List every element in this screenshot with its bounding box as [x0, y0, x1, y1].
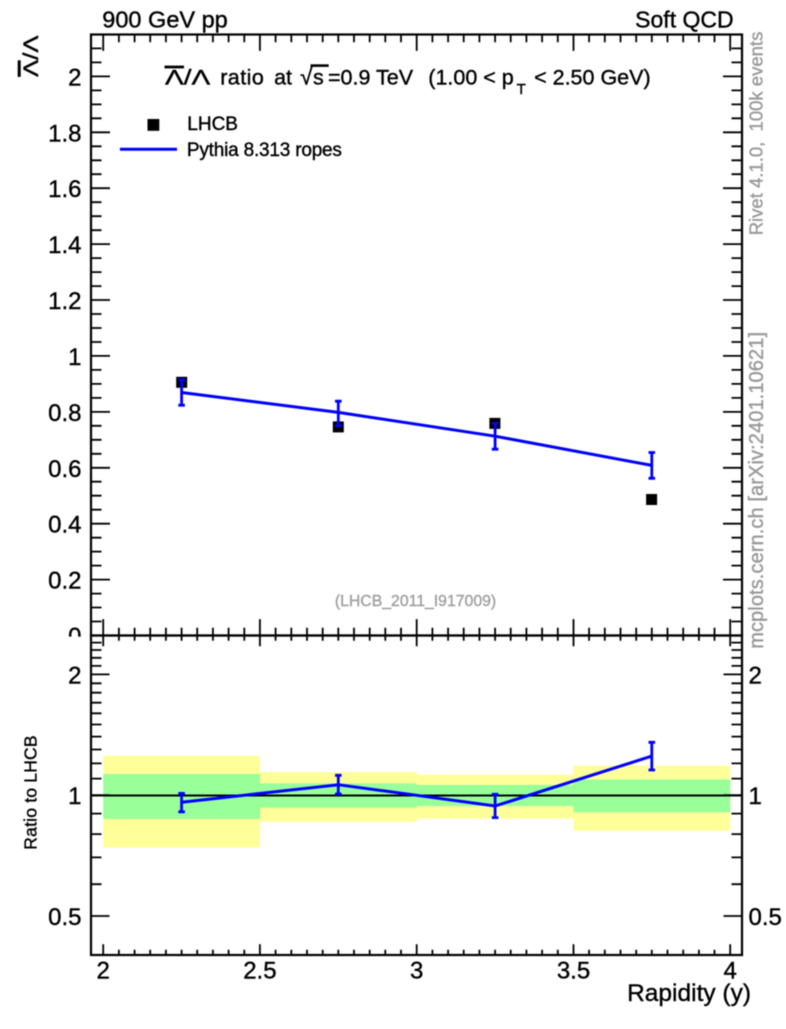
- svg-text:Soft QCD: Soft QCD: [635, 7, 733, 33]
- svg-text:0.4: 0.4: [48, 512, 81, 539]
- svg-text:Pythia 8.313 ropes: Pythia 8.313 ropes: [187, 140, 342, 161]
- svg-text:0.6: 0.6: [48, 456, 81, 483]
- svg-text:Rapidity (y): Rapidity (y): [627, 980, 751, 1007]
- svg-text:√: √: [300, 64, 313, 90]
- svg-text:0.8: 0.8: [48, 400, 81, 427]
- svg-text:=0.9 TeV: =0.9 TeV: [328, 66, 414, 90]
- svg-text:ratio: ratio: [220, 66, 264, 90]
- svg-text:0.5: 0.5: [48, 904, 81, 931]
- svg-text:at: at: [274, 66, 292, 90]
- svg-text:0.5: 0.5: [749, 904, 782, 931]
- svg-text:2.5: 2.5: [243, 958, 276, 985]
- svg-text:3.5: 3.5: [557, 958, 590, 985]
- svg-text:s: s: [313, 66, 324, 90]
- svg-text:2: 2: [749, 662, 762, 689]
- svg-text:2: 2: [68, 662, 81, 689]
- svg-text:2: 2: [68, 64, 81, 91]
- svg-text:0.2: 0.2: [48, 568, 81, 595]
- svg-text:T: T: [517, 81, 526, 98]
- svg-text:1: 1: [749, 783, 762, 810]
- svg-text:4: 4: [724, 958, 737, 985]
- svg-text:Λ/Λ: Λ/Λ: [19, 35, 43, 77]
- svg-text:(1.00 < p: (1.00 < p: [428, 66, 514, 90]
- svg-text:900 GeV pp: 900 GeV pp: [102, 7, 227, 33]
- svg-text:1.4: 1.4: [48, 232, 81, 259]
- svg-text:1.6: 1.6: [48, 176, 81, 203]
- svg-text:1.8: 1.8: [48, 120, 81, 147]
- svg-text:1: 1: [68, 344, 81, 371]
- svg-text:1: 1: [68, 783, 81, 810]
- svg-text:(LHCB_2011_I917009): (LHCB_2011_I917009): [335, 593, 496, 610]
- svg-text:1.2: 1.2: [48, 288, 81, 315]
- svg-text:Λ/Λ: Λ/Λ: [165, 66, 211, 90]
- svg-text:Ratio to LHCB: Ratio to LHCB: [21, 735, 41, 849]
- svg-text:Rivet 4.1.0, 100k events: Rivet 4.1.0, 100k events: [746, 32, 767, 236]
- svg-text:3: 3: [410, 958, 423, 985]
- svg-text:mcplots.cern.ch [arXiv:2401.10: mcplots.cern.ch [arXiv:2401.10621]: [746, 332, 768, 649]
- svg-text:0: 0: [68, 624, 81, 651]
- svg-text:LHCB: LHCB: [187, 114, 238, 135]
- svg-text:2: 2: [97, 958, 110, 985]
- svg-text:< 2.50 GeV): < 2.50 GeV): [534, 66, 651, 90]
